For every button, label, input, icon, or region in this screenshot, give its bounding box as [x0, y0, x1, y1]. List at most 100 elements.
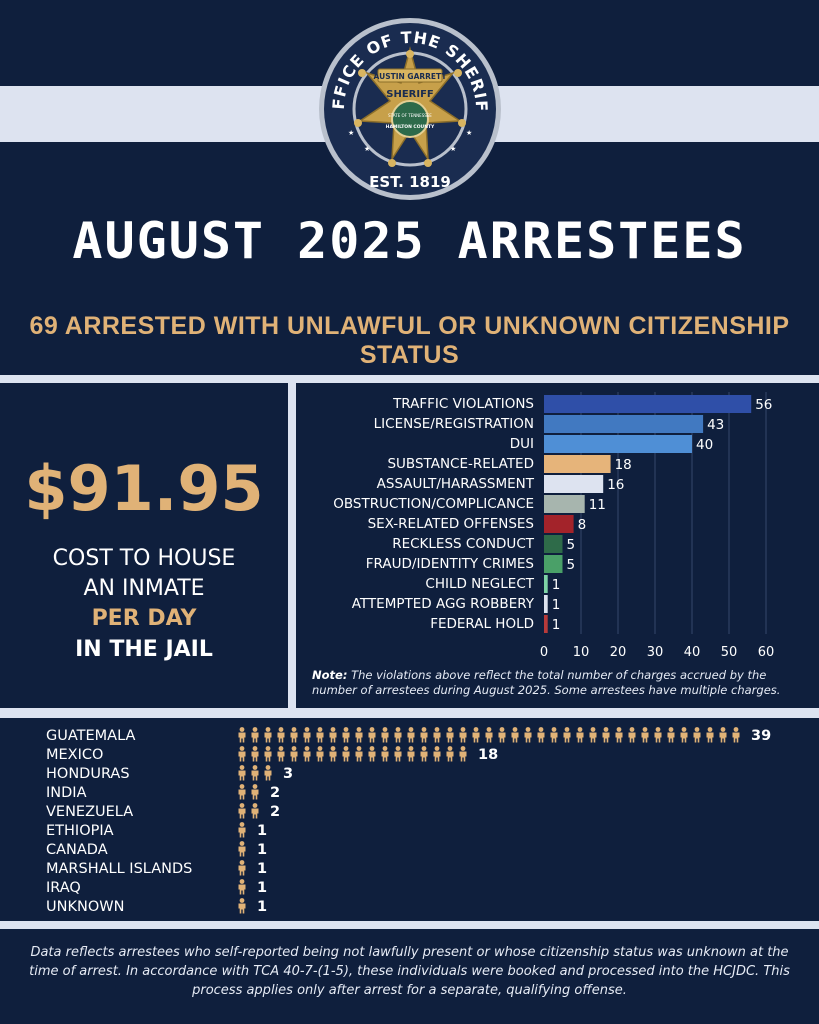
person-icon — [251, 784, 259, 800]
svg-text:HAMILTON COUNTY: HAMILTON COUNTY — [386, 124, 435, 130]
svg-text:EST. 1819: EST. 1819 — [369, 173, 451, 191]
category-label: OBSTRUCTION/COMPLICANCE — [333, 496, 534, 512]
bar — [544, 455, 611, 473]
bar-value-label: 1 — [552, 617, 561, 633]
person-icon — [615, 727, 623, 743]
person-icon — [290, 746, 298, 762]
x-tick-label: 30 — [647, 645, 664, 660]
country-label: GUATEMALA — [46, 728, 136, 744]
charges-bar-chart: 0 10 20 30 40 50 60 TRAFFIC VIOLATIONS 56 LICENSE… — [333, 392, 774, 660]
x-tick-label: 50 — [721, 645, 738, 660]
person-icon — [238, 841, 246, 857]
bar-value-label: 56 — [755, 397, 772, 413]
bar-value-label: 11 — [589, 497, 606, 513]
country-label: VENEZUELA — [46, 804, 133, 820]
bar-value-label: 43 — [707, 417, 724, 433]
person-icon — [381, 746, 389, 762]
country-label: MARSHALL ISLANDS — [46, 861, 192, 877]
bar — [544, 595, 548, 613]
bar — [544, 475, 604, 493]
person-icon — [420, 746, 428, 762]
footer-disclaimer: Data reflects arrestees who self-reporte… — [29, 945, 790, 998]
person-icon — [264, 746, 272, 762]
person-icon — [667, 727, 675, 743]
x-tick-label: 20 — [610, 645, 627, 660]
person-icon — [680, 727, 688, 743]
country-count-label: 1 — [257, 899, 267, 915]
svg-text:SHERIFF: SHERIFF — [386, 89, 434, 100]
person-icon — [446, 746, 454, 762]
person-icon — [277, 727, 285, 743]
chart-note-text: The violations above reflect the total n… — [312, 668, 781, 697]
cost-amount: $91.95 — [24, 452, 264, 525]
country-count-label: 2 — [270, 804, 280, 820]
country-label: MEXICO — [46, 747, 103, 763]
bar-value-label: 1 — [552, 597, 561, 613]
person-icon — [537, 727, 545, 743]
bar-value-label: 8 — [578, 517, 587, 533]
bar — [544, 575, 548, 593]
x-tick-label: 40 — [684, 645, 701, 660]
country-count-label: 2 — [270, 785, 280, 801]
person-icon — [472, 727, 480, 743]
chart-note-label: Note: — [312, 668, 348, 682]
person-icon — [459, 746, 467, 762]
svg-text:★: ★ — [450, 145, 456, 153]
country-label: UNKNOWN — [46, 899, 124, 915]
category-label: ASSAULT/HARASSMENT — [377, 476, 535, 492]
country-label: HONDURAS — [46, 766, 130, 782]
country-label: INDIA — [46, 785, 87, 801]
person-icon — [563, 727, 571, 743]
bar — [544, 395, 752, 413]
person-icon — [290, 727, 298, 743]
person-icon — [238, 879, 246, 895]
cost-line-4: IN THE JAIL — [75, 637, 213, 662]
svg-text:AUSTIN GARRETT: AUSTIN GARRETT — [374, 72, 448, 81]
svg-text:★: ★ — [364, 145, 370, 153]
person-icon — [550, 727, 558, 743]
svg-text:★: ★ — [348, 129, 354, 137]
person-icon — [342, 727, 350, 743]
person-icon — [264, 765, 272, 781]
person-icon — [459, 727, 467, 743]
cost-line-1: COST TO HOUSE — [52, 546, 236, 571]
person-icon — [251, 803, 259, 819]
person-icon — [433, 727, 441, 743]
person-icon — [654, 727, 662, 743]
svg-text:STATE OF TENNESSEE: STATE OF TENNESSEE — [388, 113, 432, 118]
person-icon — [238, 784, 246, 800]
person-icon — [732, 727, 740, 743]
person-icon — [238, 822, 246, 838]
bar — [544, 495, 585, 513]
x-tick-label: 10 — [573, 645, 590, 660]
person-icon — [433, 746, 441, 762]
bar-value-label: 1 — [552, 577, 561, 593]
person-icon — [355, 746, 363, 762]
person-icon — [589, 727, 597, 743]
person-icon — [342, 746, 350, 762]
person-icon — [238, 765, 246, 781]
person-icon — [511, 727, 519, 743]
person-icon — [719, 727, 727, 743]
person-icon — [407, 727, 415, 743]
category-label: LICENSE/REGISTRATION — [374, 416, 534, 432]
divider-middle — [0, 708, 819, 718]
person-icon — [303, 746, 311, 762]
person-icon — [706, 727, 714, 743]
person-icon — [238, 898, 246, 914]
country-pictogram-chart: GUATEMALA 39 MEXICO 18 HONDURAS 3 INDIA 2 VENEZU… — [46, 727, 771, 915]
person-icon — [277, 746, 285, 762]
bar — [544, 535, 563, 553]
person-icon — [576, 727, 584, 743]
person-icon — [394, 746, 402, 762]
country-label: ETHIOPIA — [46, 823, 114, 839]
person-icon — [394, 727, 402, 743]
person-icon — [329, 746, 337, 762]
category-label: CHILD NEGLECT — [425, 576, 534, 592]
bar — [544, 515, 574, 533]
person-icon — [446, 727, 454, 743]
category-label: SEX-RELATED OFFENSES — [368, 516, 534, 532]
svg-text:★: ★ — [466, 129, 472, 137]
category-label: DUI — [510, 436, 534, 452]
divider-vertical — [288, 375, 296, 712]
